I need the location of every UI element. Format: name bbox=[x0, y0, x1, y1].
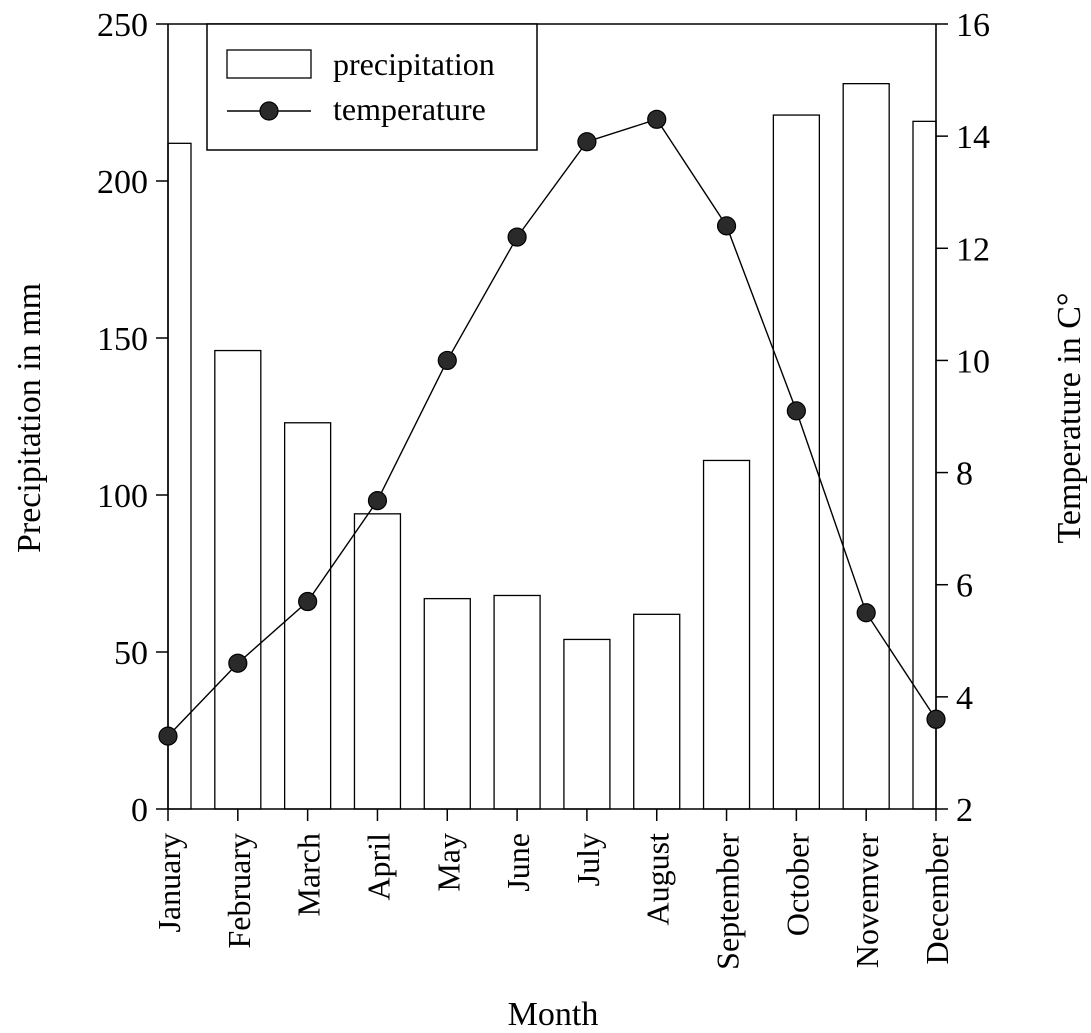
precipitation-bar-february bbox=[214, 349, 262, 810]
legend-temperature-label: temperature bbox=[333, 91, 486, 127]
right-axis-label: Temperature in C° bbox=[1051, 292, 1088, 543]
precipitation-bar-may bbox=[423, 597, 471, 810]
x-tick-label-august: August bbox=[640, 833, 676, 926]
temperature-line bbox=[167, 118, 937, 737]
temperature-series bbox=[158, 109, 946, 746]
right-tick-label: 2 bbox=[956, 792, 973, 829]
legend-precipitation-label: precipitation bbox=[333, 46, 495, 82]
temperature-point-june bbox=[507, 227, 527, 247]
precipitation-bar-april bbox=[353, 513, 402, 810]
right-axis-ticks: 2 4 6 8 10 12 14 16 bbox=[936, 7, 990, 829]
left-tick-label: 100 bbox=[97, 478, 148, 515]
precipitation-bar-october bbox=[772, 114, 821, 810]
temperature-point-july bbox=[577, 132, 597, 152]
x-tick-label-september: September bbox=[710, 833, 746, 970]
x-tick-label-novemver: Novemver bbox=[849, 833, 885, 968]
left-axis-label: Precipitation in mm bbox=[11, 283, 48, 553]
legend-box bbox=[206, 23, 538, 151]
left-tick-label: 200 bbox=[97, 164, 148, 201]
right-tick-label: 6 bbox=[956, 568, 973, 605]
x-tick-label-july: July bbox=[570, 833, 606, 886]
temperature-point-novemver bbox=[856, 603, 876, 623]
temperature-point-april bbox=[367, 491, 388, 511]
legend-temperature-marker bbox=[259, 101, 279, 121]
right-tick-label: 14 bbox=[956, 119, 990, 156]
right-tick-label: 4 bbox=[956, 680, 973, 717]
precipitation-bar-august bbox=[633, 613, 681, 810]
temperature-point-august bbox=[647, 109, 667, 129]
x-axis-label: Month bbox=[508, 996, 599, 1033]
temperature-point-may bbox=[437, 350, 457, 371]
x-axis-ticks: January February March April May June July Augu… bbox=[151, 809, 955, 970]
left-tick-label: 0 bbox=[131, 792, 148, 829]
temperature-point-december bbox=[926, 709, 946, 729]
precipitation-bar-june bbox=[493, 594, 541, 810]
left-axis-ticks: 0 50 100 150 200 250 bbox=[97, 7, 168, 829]
left-tick-label: 250 bbox=[97, 7, 148, 44]
x-tick-label-may: May bbox=[430, 833, 466, 892]
left-tick-label: 150 bbox=[97, 321, 148, 358]
right-tick-label: 16 bbox=[956, 7, 990, 44]
x-tick-label-december: December bbox=[919, 833, 955, 965]
precipitation-bars bbox=[167, 83, 937, 810]
legend: precipitation temperature bbox=[206, 23, 538, 151]
left-tick-label: 50 bbox=[114, 635, 148, 672]
x-tick-label-february: February bbox=[221, 833, 257, 949]
temperature-point-october bbox=[786, 401, 806, 421]
temperature-point-january bbox=[158, 726, 178, 746]
precipitation-bar-july bbox=[563, 638, 611, 810]
right-tick-label: 10 bbox=[956, 343, 990, 380]
right-tick-label: 8 bbox=[956, 456, 973, 493]
precipitation-bar-novemver bbox=[842, 83, 890, 810]
x-tick-label-october: October bbox=[779, 833, 815, 936]
x-tick-label-march: March bbox=[291, 833, 327, 917]
x-tick-label-january: January bbox=[151, 833, 187, 933]
precipitation-bar-september bbox=[702, 459, 751, 810]
temperature-point-february bbox=[228, 653, 248, 673]
legend-precipitation-swatch bbox=[226, 49, 312, 79]
precipitation-bar-january bbox=[167, 142, 192, 810]
right-tick-label: 12 bbox=[956, 231, 990, 268]
x-tick-label-june: June bbox=[500, 833, 536, 892]
temperature-point-march bbox=[298, 591, 318, 612]
precipitation-bar-december bbox=[912, 120, 937, 810]
temperature-point-september bbox=[716, 216, 737, 236]
x-tick-label-april: April bbox=[360, 833, 396, 901]
